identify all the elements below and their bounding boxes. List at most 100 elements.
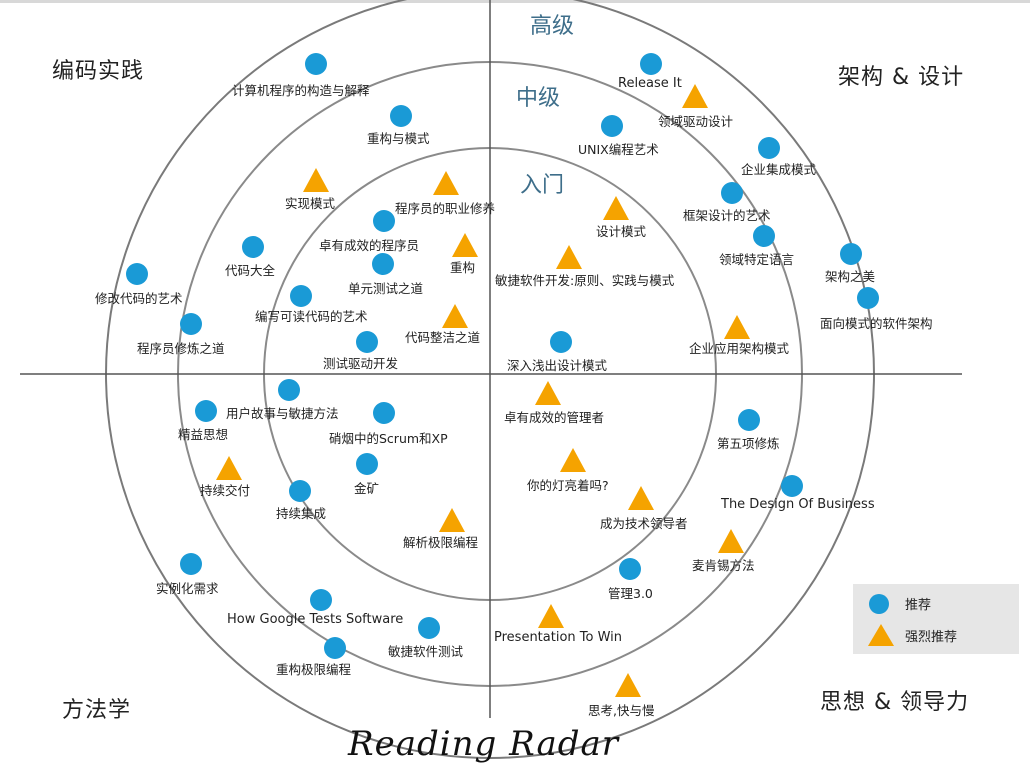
book-label: 实现模式 xyxy=(285,196,336,211)
strong-recommend-marker xyxy=(452,233,478,257)
recommend-circle-icon xyxy=(869,594,889,614)
recommend-marker xyxy=(310,589,332,611)
strong-recommend-marker xyxy=(303,168,329,192)
book-label: 单元测试之道 xyxy=(348,281,424,296)
strong-recommend-marker xyxy=(442,304,468,328)
book-label: 修改代码的艺术 xyxy=(95,291,183,306)
book-label: 敏捷软件开发:原则、实践与模式 xyxy=(495,273,675,288)
book-label: 金矿 xyxy=(354,481,380,496)
book-label: Presentation To Win xyxy=(494,630,623,645)
strong-recommend-marker xyxy=(560,448,586,472)
strong-recommend-marker xyxy=(556,245,582,269)
book-label: 企业集成模式 xyxy=(741,162,817,177)
recommend-marker xyxy=(418,617,440,639)
recommend-marker xyxy=(289,480,311,502)
book-label: 持续集成 xyxy=(276,506,327,521)
book-label: 框架设计的艺术 xyxy=(683,208,771,223)
book-label: 重构 xyxy=(450,260,476,275)
legend-strong-label: 强烈推荐 xyxy=(905,630,958,645)
level-beginner: 入门 xyxy=(516,167,569,199)
recommend-marker xyxy=(373,402,395,424)
recommend-marker xyxy=(373,210,395,232)
strong-recommend-marker xyxy=(615,673,641,697)
strong-recommend-marker xyxy=(603,196,629,220)
strong-recommend-marker xyxy=(682,84,708,108)
recommend-marker xyxy=(640,53,662,75)
book-label: 编写可读代码的艺术 xyxy=(255,309,368,324)
book-label: 领域驱动设计 xyxy=(658,114,734,129)
book-label: 精益思想 xyxy=(178,427,229,442)
book-label: 硝烟中的Scrum和XP xyxy=(329,431,448,446)
recommend-marker xyxy=(857,287,879,309)
book-label: 架构之美 xyxy=(825,269,876,284)
recommend-marker xyxy=(180,553,202,575)
book-label: 思考,快与慢 xyxy=(588,703,655,718)
chart-title: Reading Radar xyxy=(348,724,620,764)
level-intermediate: 中级 xyxy=(512,80,565,112)
strong-recommend-marker xyxy=(439,508,465,532)
book-label: 你的灯亮着吗? xyxy=(527,478,609,493)
recommend-marker xyxy=(356,453,378,475)
recommend-marker xyxy=(180,313,202,335)
strong-recommend-marker xyxy=(433,171,459,195)
legend-strong: 强烈推荐 xyxy=(853,620,1019,650)
quadrant-thinking-leadership: 思想 & 领导力 xyxy=(820,690,970,715)
book-label: Release It xyxy=(618,76,682,91)
recommend-marker xyxy=(550,331,572,353)
recommend-marker xyxy=(195,400,217,422)
quadrant-architecture-design: 架构 & 设计 xyxy=(838,65,965,90)
legend: 推荐 强烈推荐 xyxy=(853,584,1019,654)
book-label: 卓有成效的程序员 xyxy=(319,238,420,253)
book-label: 重构极限编程 xyxy=(276,662,352,677)
recommend-marker xyxy=(242,236,264,258)
legend-recommend: 推荐 xyxy=(853,588,1019,618)
book-label: 解析极限编程 xyxy=(403,535,479,550)
top-border xyxy=(0,0,1030,3)
recommend-marker xyxy=(758,137,780,159)
recommend-marker xyxy=(305,53,327,75)
book-label: The Design Of Business xyxy=(721,497,875,512)
book-label: 敏捷软件测试 xyxy=(388,644,464,659)
recommend-marker xyxy=(601,115,623,137)
book-label: 程序员的职业修养 xyxy=(395,201,496,216)
strong-recommend-marker xyxy=(724,315,750,339)
recommend-marker xyxy=(781,475,803,497)
strong-recommend-marker xyxy=(628,486,654,510)
recommend-marker xyxy=(390,105,412,127)
recommend-marker xyxy=(126,263,148,285)
book-label: 计算机程序的构造与解释 xyxy=(232,83,370,98)
book-label: 设计模式 xyxy=(596,224,647,239)
recommend-marker xyxy=(324,637,346,659)
book-label: 重构与模式 xyxy=(367,131,430,146)
recommend-marker xyxy=(840,243,862,265)
book-label: UNIX编程艺术 xyxy=(578,142,659,157)
book-label: How Google Tests Software xyxy=(227,612,404,627)
book-label: 领域特定语言 xyxy=(719,252,795,267)
recommend-marker xyxy=(738,409,760,431)
book-label: 企业应用架构模式 xyxy=(689,341,790,356)
strong-recommend-marker xyxy=(535,381,561,405)
book-label: 用户故事与敏捷方法 xyxy=(226,406,339,421)
book-label: 成为技术领导者 xyxy=(600,516,688,531)
strong-recommend-marker xyxy=(718,529,744,553)
book-label: 管理3.0 xyxy=(608,586,653,601)
legend-recommend-label: 推荐 xyxy=(905,598,932,613)
quadrant-coding-practice: 编码实践 xyxy=(52,59,145,84)
book-label: 第五项修炼 xyxy=(717,436,780,451)
recommend-marker xyxy=(290,285,312,307)
strong-triangle-icon xyxy=(868,624,894,646)
book-label: 面向模式的软件架构 xyxy=(820,316,933,331)
quadrant-methodology: 方法学 xyxy=(62,698,132,723)
level-advanced: 高级 xyxy=(526,8,579,40)
strong-recommend-marker xyxy=(538,604,564,628)
book-label: 程序员修炼之道 xyxy=(137,341,225,356)
recommend-marker xyxy=(356,331,378,353)
book-label: 卓有成效的管理者 xyxy=(504,410,605,425)
recommend-marker xyxy=(619,558,641,580)
book-label: 深入浅出设计模式 xyxy=(507,358,608,373)
book-label: 测试驱动开发 xyxy=(323,356,399,371)
recommend-marker xyxy=(721,182,743,204)
recommend-marker xyxy=(372,253,394,275)
book-label: 麦肯锡方法 xyxy=(692,558,755,573)
book-label: 持续交付 xyxy=(200,483,251,498)
